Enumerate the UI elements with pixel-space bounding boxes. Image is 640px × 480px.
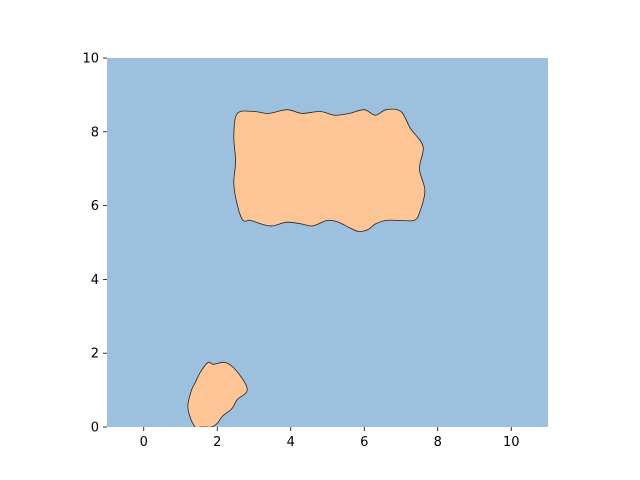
y-tick-label: 8 <box>91 125 99 140</box>
x-tick-label: 10 <box>503 435 520 450</box>
x-tick-label: 8 <box>434 435 442 450</box>
x-axis: 0 2 4 6 8 10 <box>140 427 520 450</box>
y-tick-label: 6 <box>91 199 99 214</box>
region-layer <box>187 108 426 427</box>
x-tick-label: 6 <box>360 435 368 450</box>
y-axis: 0 2 4 6 8 10 <box>82 52 107 436</box>
y-tick-label: 10 <box>82 52 99 67</box>
y-tick-label: 4 <box>91 273 99 288</box>
x-tick-label: 2 <box>213 435 221 450</box>
x-tick-label: 0 <box>140 435 148 450</box>
y-tick-label: 2 <box>91 347 99 362</box>
y-tick-label: 0 <box>91 421 99 436</box>
region-2 <box>187 361 248 427</box>
region-1 <box>233 108 426 232</box>
x-tick-label: 4 <box>287 435 295 450</box>
